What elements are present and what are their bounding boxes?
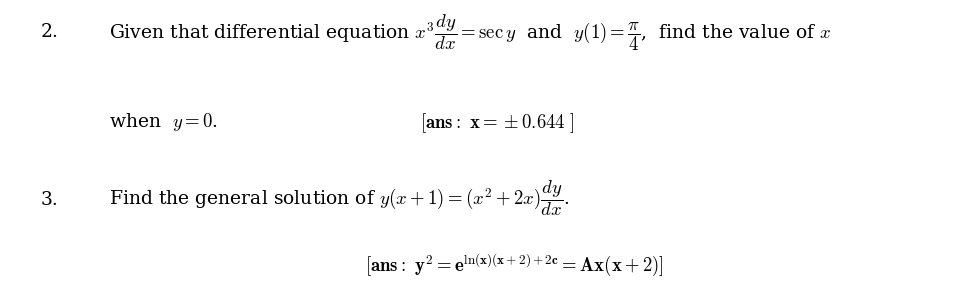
Text: $\mathbf{[ans : \ x = \pm 0.644 \ ]}$: $\mathbf{[ans : \ x = \pm 0.644 \ ]}$ — [421, 111, 575, 135]
Text: when  $y=0$.: when $y=0$. — [109, 111, 219, 133]
Text: 2.: 2. — [41, 23, 59, 41]
Text: Find the general solution of $y(x+1)=(x^2+2x)\dfrac{dy}{dx}$.: Find the general solution of $y(x+1)=(x^… — [109, 178, 570, 218]
Text: 3.: 3. — [41, 191, 59, 209]
Text: $\mathbf{[ans: \ y^2 = e^{\ln(x)(x+2)+2c} = Ax(x+2)]}$: $\mathbf{[ans: \ y^2 = e^{\ln(x)(x+2)+2c… — [365, 252, 665, 278]
Text: Given that differential equation $x^3\dfrac{dy}{dx} = \sec y$  and  $y(1)=\dfrac: Given that differential equation $x^3\df… — [109, 12, 832, 53]
